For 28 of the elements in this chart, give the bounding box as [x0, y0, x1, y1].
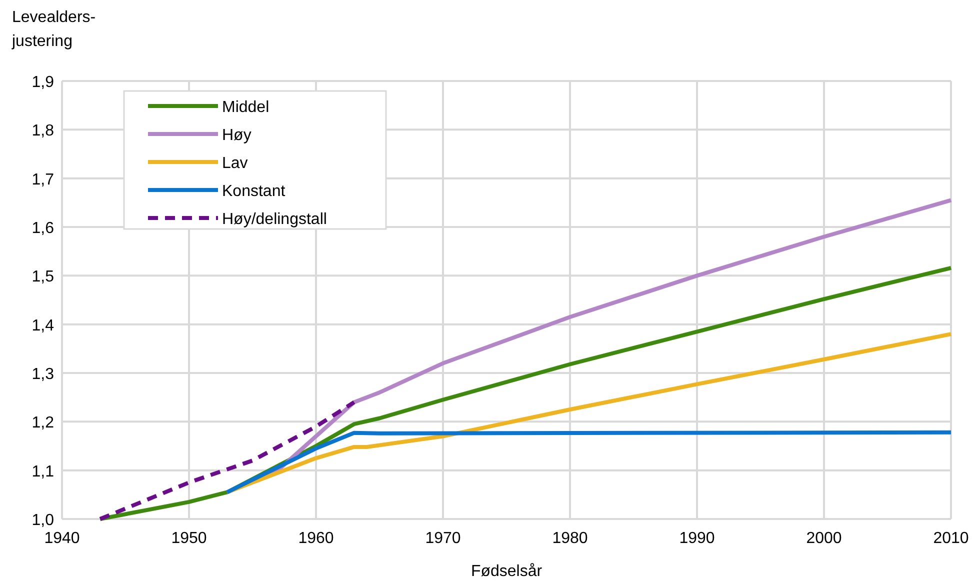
y-tick-label: 1,0: [32, 512, 54, 529]
x-tick-label: 1960: [298, 530, 334, 547]
y-tick-label: 1,8: [32, 122, 54, 140]
y-tick-label: 1,3: [32, 366, 54, 383]
line-series: [98, 400, 356, 521]
x-tick-label: 1950: [171, 530, 207, 547]
legend-label: Konstant: [222, 183, 286, 200]
x-tick-label: 1980: [552, 530, 588, 547]
y-tick-label: 1,5: [32, 268, 54, 286]
y-tick-label: 1,1: [32, 463, 54, 480]
x-tick-label: 1940: [44, 530, 80, 547]
y-tick-label: 1,6: [32, 220, 54, 237]
line-series: [225, 332, 953, 494]
y-tick-label: 1,9: [32, 74, 54, 91]
legend-label: Høy/delingstall: [222, 211, 327, 228]
y-tick-label: 1,7: [32, 171, 54, 188]
y-axis-title: Levealders- justering: [11, 9, 96, 50]
y-tick-label: 1,2: [32, 414, 54, 432]
x-tick-label: 1970: [425, 530, 461, 547]
legend-label: Middel: [222, 99, 270, 116]
x-axis-title: Fødselsår: [470, 563, 543, 580]
x-tick-label: 2010: [933, 530, 969, 547]
x-tick-label: 1990: [679, 530, 715, 547]
y-tick-label: 1,4: [32, 317, 54, 334]
legend-label: Høy: [222, 127, 252, 144]
legend-label: Lav: [222, 155, 248, 172]
x-tick-label: 2000: [806, 530, 842, 547]
line-series: [225, 430, 953, 494]
